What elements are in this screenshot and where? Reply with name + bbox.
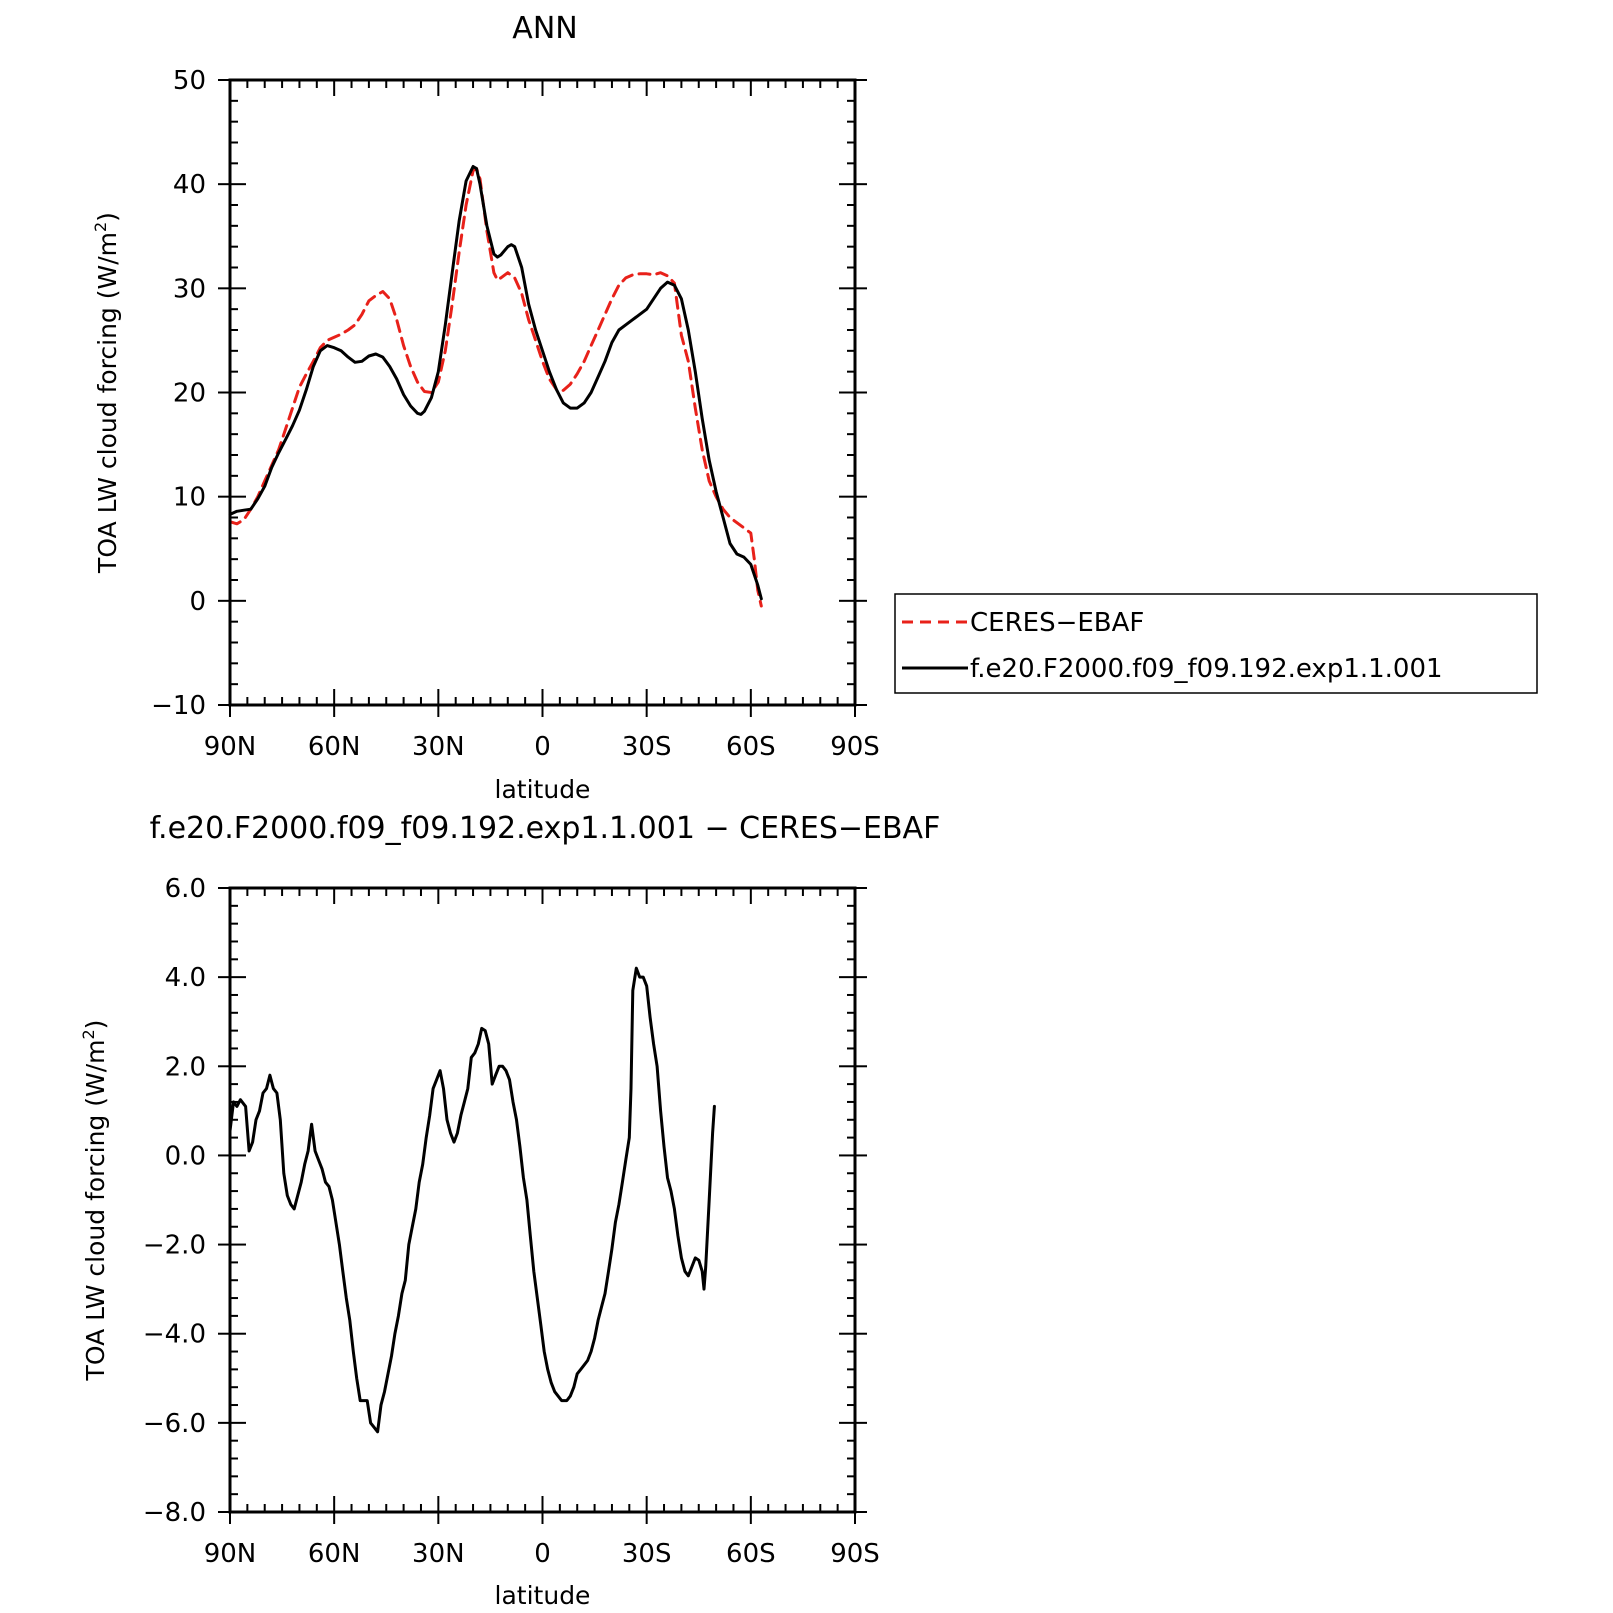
bottom-series-group [228,966,716,1434]
bottom-x-axis-label: latitude [495,1581,591,1610]
bottom-x-tick-label: 90N [204,1539,257,1569]
bottom-x-tick-label: 60S [726,1539,776,1569]
top-y-axis-label-main: TOA LW cloud forcing (W/m [93,232,122,574]
bottom-x-tick-label: 30N [412,1539,465,1569]
top-series-line-1 [228,165,763,601]
top-y-tick-label: 0 [189,587,206,617]
bottom-y-tick-label: −8.0 [143,1498,206,1528]
top-y-tick-label: 20 [173,379,206,409]
legend: CERES−EBAF f.e20.F2000.f09_f09.192.exp1.… [894,593,1538,694]
top-y-tick-label: 30 [173,274,206,304]
bottom-chart-title: f.e20.F2000.f09_f09.192.exp1.1.001 − CER… [150,811,941,846]
top-y-tick-label: 50 [173,66,206,96]
bottom-x-tick-label: 90S [830,1539,880,1569]
bottom-y-tick-label: −4.0 [143,1320,206,1350]
bottom-y-tick-label: −6.0 [143,1409,206,1439]
top-x-tick-label: 90N [204,732,257,762]
legend-box [894,593,1538,694]
bottom-y-tick-label: −2.0 [143,1231,206,1261]
top-y-tick-label: 40 [173,170,206,200]
top-plot-frame [228,78,857,707]
legend-label-model: f.e20.F2000.f09_f09.192.exp1.1.001 [970,654,1443,684]
bottom-y-axis-label-superscript: 2 [79,1029,98,1039]
top-x-axis-label: latitude [495,775,591,804]
top-x-tick-label: 0 [534,732,551,762]
top-y-axis-label: TOA LW cloud forcing (W/m2) [91,212,122,574]
bottom-plot-frame [228,886,857,1514]
bottom-y-tick-labels: −8.0 −6.0 −4.0 −2.0 0.0 2.0 4.0 6.0 [143,874,206,1528]
bottom-x-tick-label: 30S [622,1539,672,1569]
bottom-y-axis-label-main: TOA LW cloud forcing (W/m [81,1040,110,1382]
top-x-tick-labels: 90N 60N 30N 0 30S 60S 90S [204,732,880,762]
bottom-y-tick-label: 2.0 [165,1052,206,1082]
bottom-panel: f.e20.F2000.f09_f09.192.exp1.1.001 − CER… [79,811,940,1610]
top-x-tick-label: 30N [412,732,465,762]
top-x-tick-label: 60N [308,732,361,762]
top-y-axis-label-close: ) [93,212,122,222]
top-series-line-0 [228,167,763,608]
top-x-tick-label: 90S [830,732,880,762]
top-panel: ANN 90N 60N 30N 0 30S 60S 90S −10 0 10 20 30 40 50 l… [91,11,1538,804]
top-series-group [228,165,763,608]
top-y-tick-labels: −10 0 10 20 30 40 50 [151,66,206,721]
bottom-ticks [218,887,867,1524]
bottom-y-axis-label: TOA LW cloud forcing (W/m2) [79,1020,110,1382]
bottom-x-tick-label: 0 [534,1539,551,1569]
bottom-x-tick-label: 60N [308,1539,361,1569]
top-ticks [218,79,867,717]
bottom-y-tick-label: 6.0 [165,874,206,904]
legend-label-ceres: CERES−EBAF [970,608,1144,638]
top-x-tick-label: 30S [622,732,672,762]
top-y-tick-label: −10 [151,691,206,721]
top-y-axis-label-superscript: 2 [91,222,110,232]
top-chart-title: ANN [512,11,577,46]
bottom-x-tick-labels: 90N 60N 30N 0 30S 60S 90S [204,1539,880,1569]
bottom-y-tick-label: 4.0 [165,963,206,993]
top-y-tick-label: 10 [173,483,206,513]
bottom-y-tick-label: 0.0 [165,1141,206,1171]
bottom-y-axis-label-close: ) [81,1020,110,1030]
bottom-series-line-0 [228,966,716,1434]
top-x-tick-label: 60S [726,732,776,762]
